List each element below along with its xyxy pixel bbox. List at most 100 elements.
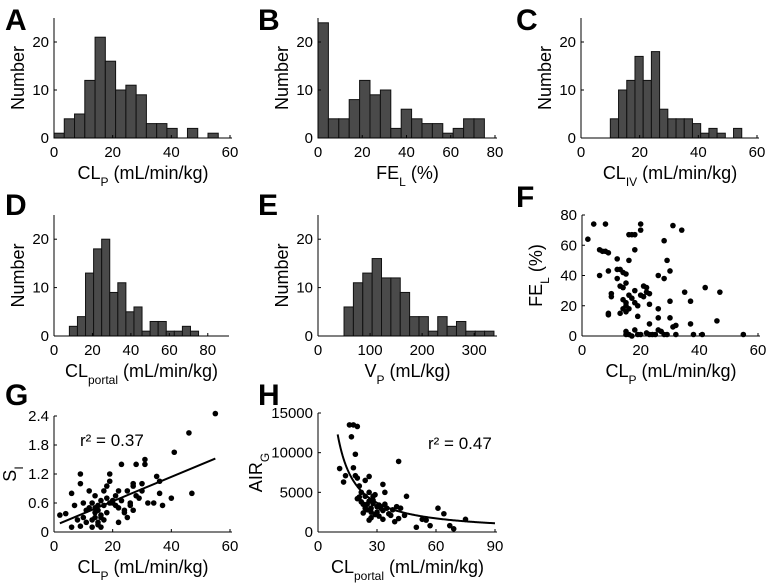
scatter-point <box>605 268 612 274</box>
scatter-point <box>585 236 591 242</box>
scatter-point <box>71 502 78 509</box>
histogram-bar <box>409 316 420 337</box>
histogram-bar <box>427 330 439 337</box>
panel-letter: D <box>5 189 27 222</box>
y-tick-label: 1.2 <box>28 466 49 483</box>
x-tick-label: 0 <box>314 342 322 359</box>
histogram-bar <box>115 89 127 139</box>
scatter-point <box>376 513 382 519</box>
scatter-point <box>632 327 638 333</box>
scatter-point <box>423 517 429 523</box>
scatter-point <box>446 522 453 529</box>
scatter-point <box>401 512 408 519</box>
histogram-bar <box>381 277 392 337</box>
scatter-point <box>354 423 361 430</box>
scatter-point <box>80 500 87 506</box>
scatter-point <box>156 478 163 485</box>
x-tick-label: 0 <box>314 144 322 161</box>
y-axis-label-part: (%) <box>526 244 546 277</box>
scatter-point <box>101 488 107 494</box>
x-tick-label: 60 <box>222 538 239 555</box>
x-tick-label: 20 <box>84 342 101 359</box>
histogram-bar <box>141 330 151 337</box>
scatter-point <box>112 492 119 499</box>
y-axis-label-part: Number <box>535 46 555 110</box>
x-tick-label: 40 <box>163 538 180 555</box>
histogram-bar <box>411 118 423 139</box>
x-axis-label-part: (mL/min/kg) <box>109 557 209 577</box>
y-tick-label: 60 <box>560 237 577 254</box>
x-tick-label: 60 <box>750 342 767 359</box>
x-tick-label: 100 <box>358 342 383 359</box>
scatter-point <box>68 524 75 530</box>
y-tick-label: 10 <box>296 280 313 297</box>
scatter-point <box>646 301 653 308</box>
scatter-point <box>661 237 667 244</box>
scatter-point <box>115 505 122 511</box>
y-tick-label: 10 <box>32 280 49 297</box>
histogram-bar <box>317 22 329 139</box>
scatter-point <box>360 510 367 516</box>
histogram-bar <box>634 55 644 139</box>
y-axis-label: Number <box>535 46 555 110</box>
y-tick-label: 10 <box>559 82 576 99</box>
panel-letter: A <box>5 4 27 37</box>
histogram-bar <box>659 108 669 139</box>
x-axis-label-part: portal <box>88 373 118 387</box>
scatter-point <box>127 500 134 506</box>
histogram-bar <box>708 127 718 139</box>
scatter-point <box>98 524 104 530</box>
histogram-bar <box>371 258 383 337</box>
histogram-bar <box>675 118 685 139</box>
scatter-point <box>605 250 612 256</box>
scatter-point <box>104 495 110 501</box>
x-tick-label: 60 <box>222 144 239 161</box>
histogram-bar <box>149 320 159 337</box>
histogram-bar <box>156 123 168 139</box>
scatter-point <box>370 497 376 504</box>
scatter-point <box>139 488 145 494</box>
histogram-bar <box>431 123 444 139</box>
scatter-point <box>98 512 104 518</box>
scatter-point <box>57 512 63 518</box>
panel-letter: G <box>5 379 28 412</box>
x-axis-label-part: FE <box>376 163 399 183</box>
histogram-bar <box>63 118 76 139</box>
x-tick-label: 80 <box>199 342 216 359</box>
x-axis-label-part: (mL/min/kg) <box>109 163 209 183</box>
scatter-point <box>362 477 369 484</box>
y-axis-label: Number <box>272 46 292 110</box>
histogram-bar <box>473 118 485 139</box>
scatter-point <box>391 518 398 525</box>
scatter-point <box>153 473 160 480</box>
histogram-bar <box>400 108 413 139</box>
scatter-point <box>664 257 670 264</box>
scatter-point <box>358 489 365 496</box>
histogram-bar <box>338 118 350 139</box>
x-tick-label: 40 <box>123 342 140 359</box>
scatter-point <box>115 488 122 494</box>
scatter-point <box>623 280 629 286</box>
y-tick-label: 0.6 <box>28 495 49 512</box>
histogram-bar <box>93 248 103 337</box>
scatter-point <box>687 298 694 305</box>
histogram-bar <box>691 123 702 139</box>
panel-b: B 0 20 40 60 80 0 10 20 FEL (%) Number <box>258 4 503 189</box>
histogram-bar <box>135 94 147 139</box>
y-axis-label: Number <box>8 46 28 110</box>
scatter-point <box>139 480 145 487</box>
histogram-bar <box>379 89 392 139</box>
scatter-point <box>83 519 90 526</box>
scatter-point <box>68 490 75 497</box>
scatter-point <box>702 284 708 291</box>
scatter-point <box>617 310 623 317</box>
panel-f: F 0 20 40 60 0 20 40 60 80 CLP (mL/min/kg) FEL (%) <box>516 181 766 387</box>
scatter-point <box>98 497 104 504</box>
scatter-point <box>124 514 131 521</box>
histogram-bar <box>343 306 354 337</box>
scatter-point <box>655 315 662 321</box>
scatter-point <box>348 434 355 440</box>
scatter-point <box>376 502 382 508</box>
scatter-point <box>667 298 673 305</box>
histogram-bar <box>437 316 448 337</box>
